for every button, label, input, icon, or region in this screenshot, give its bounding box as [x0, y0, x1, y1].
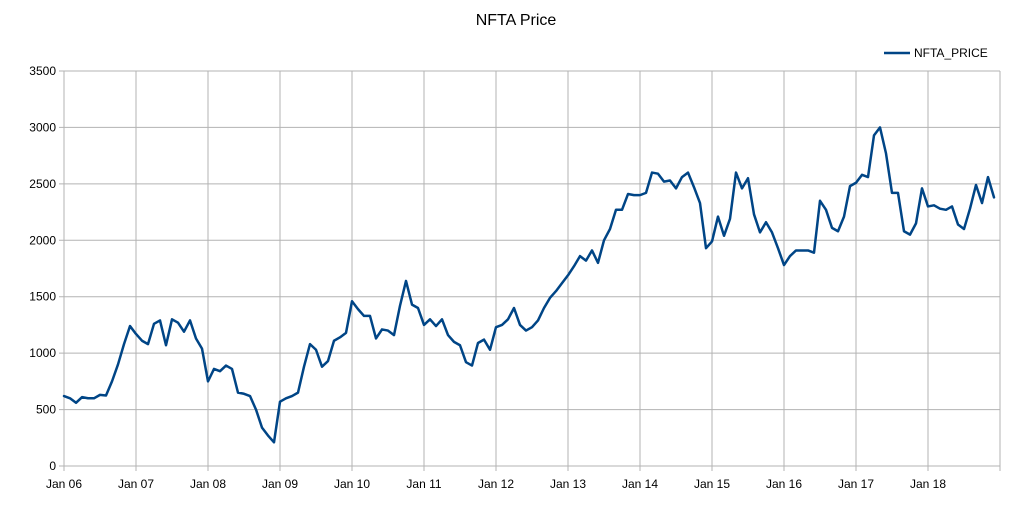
x-tick-label: Jan 15: [694, 477, 730, 491]
x-tick-label: Jan 17: [838, 477, 874, 491]
x-tick-label: Jan 16: [766, 477, 802, 491]
x-tick-label: Jan 10: [334, 477, 370, 491]
axes: 0 500 1000 1500 2000 2500 3000 3500 Jan 06 Jan 07…: [29, 64, 946, 491]
y-tick-label: 2500: [29, 177, 56, 191]
x-tick-label: Jan 14: [622, 477, 658, 491]
y-tick-label: 500: [36, 403, 56, 417]
x-tick-label: Jan 18: [910, 477, 946, 491]
y-tick-label: 1000: [29, 346, 56, 360]
series-layer: [62, 126, 996, 444]
chart-title: NFTA Price: [476, 12, 557, 29]
y-tick-label: 2000: [29, 233, 56, 247]
x-tick-label: Jan 08: [190, 477, 226, 491]
gridlines: [59, 70, 1001, 471]
x-tick-label: Jan 12: [478, 477, 514, 491]
x-tick-label: Jan 13: [550, 477, 586, 491]
x-tick-label: Jan 11: [406, 477, 441, 491]
legend-label: NFTA_PRICE: [914, 46, 988, 60]
legend: NFTA_PRICE: [884, 46, 988, 60]
series-line-nfta-price: [62, 126, 996, 444]
x-tick-label: Jan 06: [46, 477, 82, 491]
y-tick-label: 3000: [29, 120, 56, 134]
x-tick-label: Jan 09: [262, 477, 298, 491]
y-tick-label: 1500: [29, 290, 56, 304]
y-tick-label: 3500: [29, 64, 56, 78]
y-tick-label: 0: [49, 459, 56, 473]
x-tick-label: Jan 07: [118, 477, 154, 491]
